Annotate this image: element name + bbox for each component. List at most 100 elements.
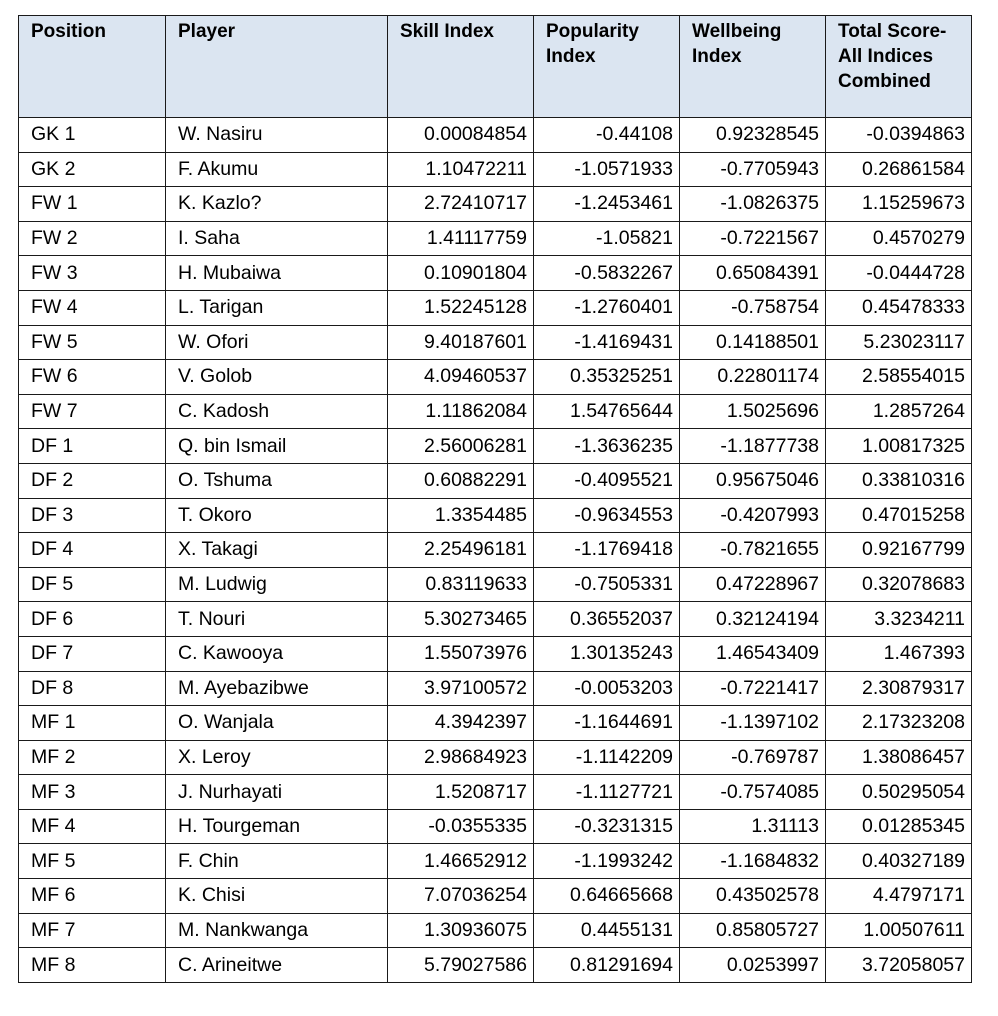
skill-index-cell: 1.55073976 [387, 635, 534, 672]
total-score-cell: 0.01285345 [825, 808, 972, 845]
popularity-index-cell: 0.35325251 [533, 359, 680, 395]
player-cell: K. Kazlo? [165, 186, 388, 222]
player-cell: C. Arineitwe [165, 947, 388, 983]
popularity-index-cell: -1.1993242 [533, 843, 680, 880]
total-score-cell: 0.92167799 [825, 532, 972, 568]
wellbeing-index-cell: 0.43502578 [679, 878, 826, 914]
popularity-index-cell: 1.54765644 [533, 393, 680, 430]
wellbeing-index-cell: 1.31113 [679, 808, 826, 845]
skill-index-cell: 1.5208717 [387, 774, 534, 810]
skill-index-cell: 4.3942397 [387, 705, 534, 741]
popularity-index-cell: -1.4169431 [533, 324, 680, 361]
skill-index-cell: 2.25496181 [387, 532, 534, 568]
total-score-cell: 4.4797171 [825, 878, 972, 914]
total-score-cell: 3.72058057 [825, 947, 972, 983]
table-row: DF 6 T. Nouri 5.30273465 0.36552037 0.321241… [18, 601, 972, 637]
header-row: Position Player Skill Index Popularity I… [18, 15, 972, 118]
wellbeing-index-cell: 0.14188501 [679, 324, 826, 361]
header-player: Player [165, 15, 388, 118]
table-row: MF 1 O. Wanjala 4.3942397 -1.1644691 -1.1397… [18, 705, 972, 741]
position-cell: FW 6 [18, 359, 166, 395]
skill-index-cell: 2.98684923 [387, 739, 534, 776]
player-cell: Q. bin Ismail [165, 428, 388, 464]
player-cell: M. Ludwig [165, 566, 388, 603]
skill-index-cell: 0.10901804 [387, 255, 534, 291]
skill-index-cell: 4.09460537 [387, 359, 534, 395]
wellbeing-index-cell: 0.32124194 [679, 601, 826, 637]
wellbeing-index-cell: 0.22801174 [679, 359, 826, 395]
wellbeing-index-cell: -0.769787 [679, 739, 826, 776]
position-cell: MF 4 [18, 808, 166, 845]
total-score-cell: 0.26861584 [825, 151, 972, 188]
skill-index-cell: 9.40187601 [387, 324, 534, 361]
popularity-index-cell: 0.4455131 [533, 912, 680, 949]
table-row: MF 3 J. Nurhayati 1.5208717 -1.1127721 -0.75… [18, 774, 972, 810]
table-row: GK 1 W. Nasiru 0.00084854 -0.44108 0.9232854… [18, 117, 972, 153]
position-cell: FW 5 [18, 324, 166, 361]
total-score-cell: 5.23023117 [825, 324, 972, 361]
table-row: FW 7 C. Kadosh 1.11862084 1.54765644 1.50256… [18, 393, 972, 430]
wellbeing-index-cell: -1.1877738 [679, 428, 826, 464]
popularity-index-cell: -0.7505331 [533, 566, 680, 603]
table-row: MF 2 X. Leroy 2.98684923 -1.1142209 -0.76978… [18, 739, 972, 776]
wellbeing-index-cell: 1.5025696 [679, 393, 826, 430]
total-score-cell: 3.3234211 [825, 601, 972, 637]
popularity-index-cell: -1.0571933 [533, 151, 680, 188]
header-wellbeing-index: Wellbeing Index [679, 15, 826, 118]
popularity-index-cell: -1.1644691 [533, 705, 680, 741]
total-score-cell: -0.0444728 [825, 255, 972, 291]
popularity-index-cell: -1.1127721 [533, 774, 680, 810]
total-score-cell: 1.00507611 [825, 912, 972, 949]
wellbeing-index-cell: -0.7705943 [679, 151, 826, 188]
position-cell: MF 7 [18, 912, 166, 949]
table-row: MF 5 F. Chin 1.46652912 -1.1993242 -1.168483… [18, 843, 972, 880]
table-row: MF 4 H. Tourgeman -0.0355335 -0.3231315 1.31… [18, 808, 972, 845]
position-cell: MF 6 [18, 878, 166, 914]
table-row: MF 8 C. Arineitwe 5.79027586 0.81291694 0.02… [18, 947, 972, 983]
table-row: DF 2 O. Tshuma 0.60882291 -0.4095521 0.95675… [18, 462, 972, 499]
total-score-cell: 0.32078683 [825, 566, 972, 603]
popularity-index-cell: -0.0053203 [533, 670, 680, 707]
wellbeing-index-cell: -1.1397102 [679, 705, 826, 741]
table-container: Position Player Skill Index Popularity I… [18, 15, 972, 983]
table-row: DF 3 T. Okoro 1.3354485 -0.9634553 -0.420799… [18, 497, 972, 534]
wellbeing-index-cell: 0.92328545 [679, 117, 826, 153]
total-score-cell: 0.47015258 [825, 497, 972, 534]
popularity-index-cell: -1.2760401 [533, 289, 680, 326]
skill-index-cell: 5.30273465 [387, 601, 534, 637]
total-score-cell: 0.33810316 [825, 462, 972, 499]
player-cell: X. Leroy [165, 739, 388, 776]
player-indices-table: Position Player Skill Index Popularity I… [18, 15, 972, 983]
table-row: FW 3 H. Mubaiwa 0.10901804 -0.5832267 0.6508… [18, 255, 972, 291]
popularity-index-cell: -0.3231315 [533, 808, 680, 845]
position-cell: MF 8 [18, 947, 166, 983]
skill-index-cell: -0.0355335 [387, 808, 534, 845]
player-cell: H. Tourgeman [165, 808, 388, 845]
popularity-index-cell: 0.81291694 [533, 947, 680, 983]
table-row: GK 2 F. Akumu 1.10472211 -1.0571933 -0.77059… [18, 151, 972, 188]
popularity-index-cell: 0.64665668 [533, 878, 680, 914]
popularity-index-cell: -0.9634553 [533, 497, 680, 534]
player-cell: L. Tarigan [165, 289, 388, 326]
wellbeing-index-cell: 0.47228967 [679, 566, 826, 603]
player-cell: W. Nasiru [165, 117, 388, 153]
skill-index-cell: 1.11862084 [387, 393, 534, 430]
wellbeing-index-cell: -0.4207993 [679, 497, 826, 534]
wellbeing-index-cell: 1.46543409 [679, 635, 826, 672]
skill-index-cell: 5.79027586 [387, 947, 534, 983]
position-cell: DF 3 [18, 497, 166, 534]
total-score-cell: -0.0394863 [825, 117, 972, 153]
wellbeing-index-cell: -0.7221567 [679, 220, 826, 257]
player-cell: O. Wanjala [165, 705, 388, 741]
header-total-score: Total Score- All Indices Combined [825, 15, 972, 118]
skill-index-cell: 1.3354485 [387, 497, 534, 534]
skill-index-cell: 1.10472211 [387, 151, 534, 188]
total-score-cell: 0.50295054 [825, 774, 972, 810]
position-cell: DF 6 [18, 601, 166, 637]
player-cell: T. Okoro [165, 497, 388, 534]
table-row: FW 2 I. Saha 1.41117759 -1.05821 -0.7221567 0… [18, 220, 972, 257]
skill-index-cell: 1.46652912 [387, 843, 534, 880]
wellbeing-index-cell: -0.758754 [679, 289, 826, 326]
position-cell: FW 3 [18, 255, 166, 291]
wellbeing-index-cell: 0.95675046 [679, 462, 826, 499]
